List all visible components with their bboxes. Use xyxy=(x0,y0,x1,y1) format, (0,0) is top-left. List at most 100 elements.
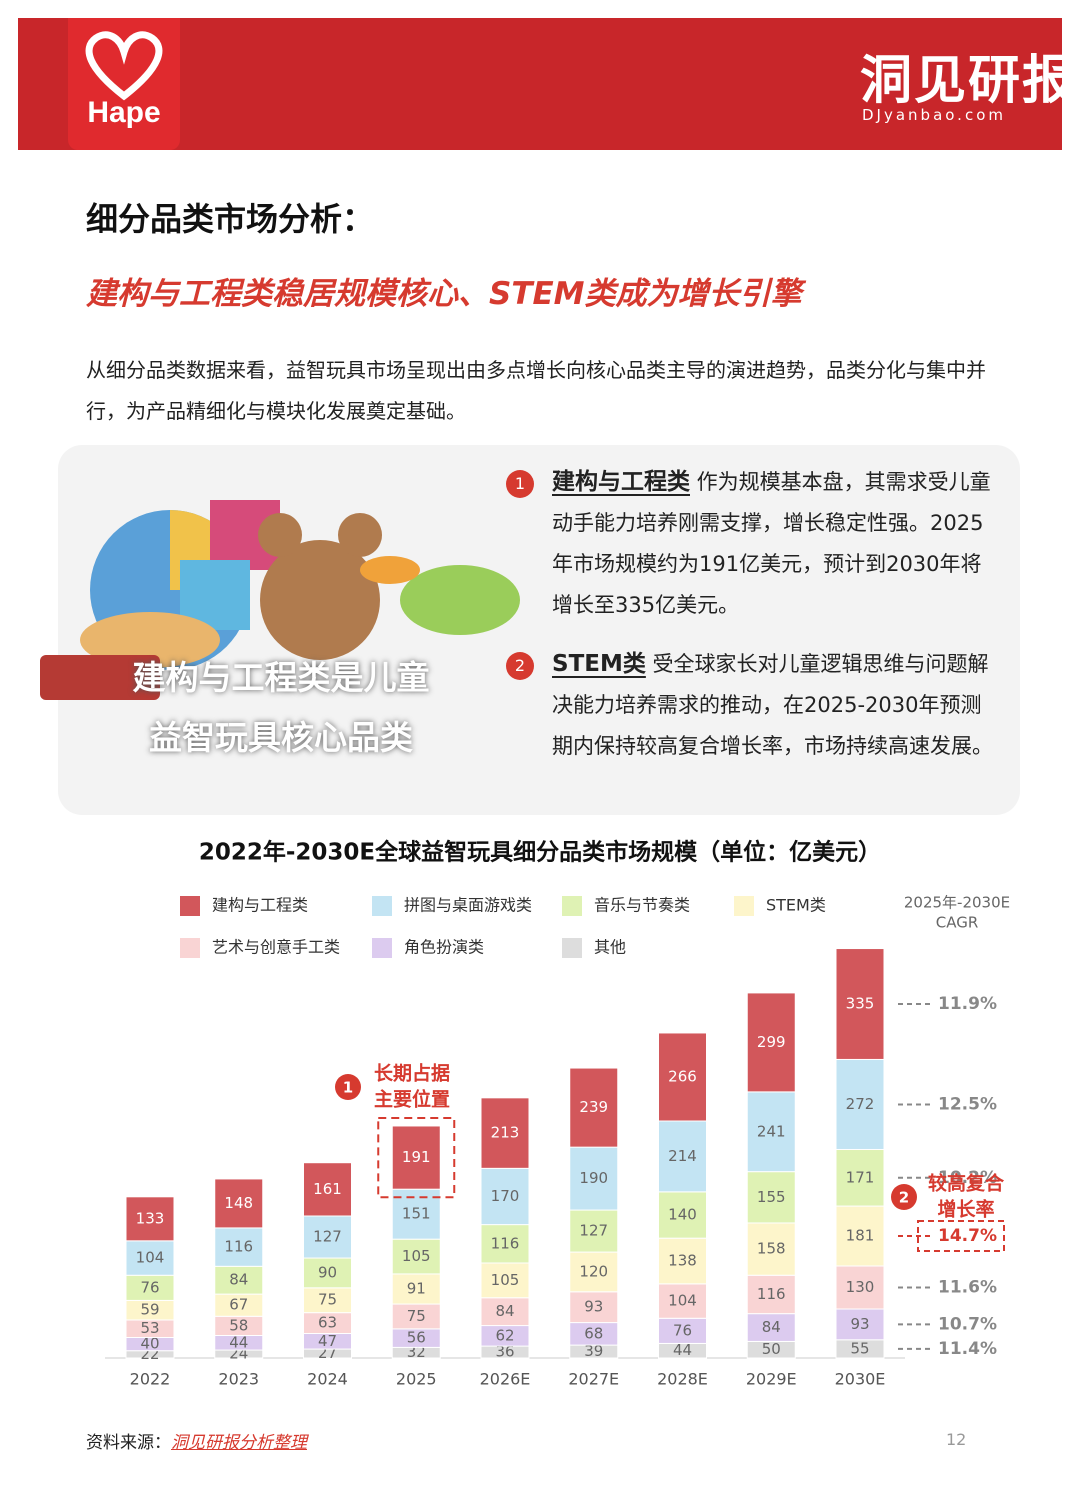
annotation-badge xyxy=(335,1074,361,1100)
data-label: 120 xyxy=(579,1262,608,1280)
bar-segment xyxy=(569,1146,619,1211)
bar-segment xyxy=(125,1196,175,1242)
toy-illustration xyxy=(40,500,520,700)
image-caption: 建构与工程类是儿童 益智玩具核心品类 xyxy=(86,648,476,768)
bar-segment xyxy=(746,1222,796,1276)
bar-segment xyxy=(303,1257,352,1289)
legend-label: 艺术与创意手工类 xyxy=(212,938,340,957)
data-label: 56 xyxy=(407,1329,426,1347)
data-label: 105 xyxy=(402,1247,431,1265)
x-tick-label: 2026E xyxy=(480,1370,531,1389)
data-label: 148 xyxy=(224,1194,253,1212)
cagr-label: 11.6% xyxy=(938,1277,997,1297)
data-label: 76 xyxy=(140,1278,159,1296)
cagr-label: 14.7% xyxy=(938,1226,997,1246)
data-label: 91 xyxy=(407,1279,426,1297)
data-label: 59 xyxy=(140,1301,159,1319)
legend-label: 建构与工程类 xyxy=(212,896,308,915)
cagr-highlight xyxy=(917,1220,1005,1253)
data-label: 127 xyxy=(579,1222,608,1240)
bar-segment xyxy=(303,1215,352,1259)
point-title: 建构与工程类 xyxy=(552,469,690,495)
legend-swatch xyxy=(372,896,392,916)
data-label: 36 xyxy=(495,1343,514,1361)
data-label: 171 xyxy=(846,1168,875,1186)
annotation-text: 较高复合 xyxy=(928,1172,1005,1195)
bar-segment xyxy=(569,1067,619,1148)
section-title: 细分品类市场分析： xyxy=(86,200,375,238)
caption-line: 建构与工程类是儿童 xyxy=(132,658,430,697)
data-label: 105 xyxy=(491,1271,520,1289)
data-label: 239 xyxy=(579,1098,608,1116)
data-label: 161 xyxy=(313,1180,342,1198)
data-label: 104 xyxy=(668,1292,697,1310)
annotation-num: 2 xyxy=(899,1189,909,1207)
source-text: 洞见研报分析整理 xyxy=(171,1433,307,1453)
cagr-label: 12.5% xyxy=(938,1094,997,1114)
bar-segment xyxy=(746,1091,796,1173)
data-label: 62 xyxy=(495,1326,514,1344)
data-label: 53 xyxy=(140,1319,159,1337)
bar-segment xyxy=(569,1251,619,1293)
header-band xyxy=(18,18,1062,150)
cagr-header: 2025年-2030E xyxy=(904,894,1010,912)
data-label: 67 xyxy=(229,1296,248,1314)
data-label: 190 xyxy=(579,1169,608,1187)
data-label: 68 xyxy=(584,1324,603,1342)
data-label: 55 xyxy=(850,1339,869,1357)
x-tick-label: 2024 xyxy=(307,1370,348,1389)
data-label: 63 xyxy=(318,1314,337,1332)
data-label: 241 xyxy=(757,1122,786,1140)
bar-segment xyxy=(835,1148,885,1207)
data-label: 181 xyxy=(846,1227,875,1245)
bar-segment xyxy=(214,1227,264,1267)
data-label: 170 xyxy=(491,1187,520,1205)
bar-segment xyxy=(214,1265,264,1295)
bar-segment xyxy=(125,1240,175,1276)
data-label: 116 xyxy=(224,1238,253,1256)
annotation-num: 1 xyxy=(343,1079,353,1097)
caption-line: 益智玩具核心品类 xyxy=(149,718,413,757)
chart-title: 2022年-2030E全球益智玩具细分品类市场规模（单位：亿美元） xyxy=(199,839,881,866)
legend-label: 拼图与桌面游戏类 xyxy=(404,896,532,915)
x-tick-label: 2022 xyxy=(130,1370,171,1389)
section-subtitle: 建构与工程类稳居规模核心、STEM类成为增长引擎 xyxy=(86,276,802,312)
bar-segment xyxy=(746,1274,796,1315)
legend-label: STEM类 xyxy=(766,896,826,915)
annotation-text: 主要位置 xyxy=(374,1088,450,1111)
annotation-text: 增长率 xyxy=(937,1198,994,1221)
data-label: 213 xyxy=(491,1124,520,1142)
point-text: 受全球家长对儿童逻辑思维与问题解决能力培养需求的推动，在2025-2030年预测… xyxy=(552,652,993,758)
data-label: 50 xyxy=(762,1340,781,1358)
legend-swatch xyxy=(562,896,582,916)
bar-segment xyxy=(658,1120,707,1193)
data-label: 47 xyxy=(318,1332,337,1350)
data-label: 84 xyxy=(495,1302,514,1320)
legend-label: 角色扮演类 xyxy=(404,938,484,957)
data-label: 116 xyxy=(491,1234,520,1252)
data-label: 104 xyxy=(136,1249,165,1267)
data-label: 335 xyxy=(846,994,875,1012)
data-label: 75 xyxy=(407,1307,426,1325)
data-label: 93 xyxy=(850,1315,869,1333)
bar-segment xyxy=(569,1291,619,1324)
source-label: 资料来源： xyxy=(86,1433,171,1453)
point-text: 作为规模基本盘，其需求受儿童动手能力培养刚需支撑，增长稳定性强。2025年市场规… xyxy=(552,470,991,617)
cagr-label: 11.9% xyxy=(938,994,997,1014)
cagr-label: 10.2% xyxy=(938,1168,997,1188)
bar-segment xyxy=(391,1273,441,1305)
annotation-text: 长期占据 xyxy=(374,1062,450,1085)
bar-segment xyxy=(391,1125,441,1190)
data-label: 133 xyxy=(136,1209,165,1227)
data-label: 127 xyxy=(313,1228,342,1246)
data-label: 214 xyxy=(668,1147,697,1165)
brand: 洞见研报 xyxy=(860,51,1077,111)
data-label: 191 xyxy=(402,1148,431,1166)
data-label: 84 xyxy=(762,1318,781,1336)
bar-segment xyxy=(480,1297,530,1327)
legend-swatch xyxy=(180,938,200,958)
source: 资料来源：洞见研报分析整理 xyxy=(86,1428,307,1453)
bar-segment xyxy=(835,1205,885,1267)
